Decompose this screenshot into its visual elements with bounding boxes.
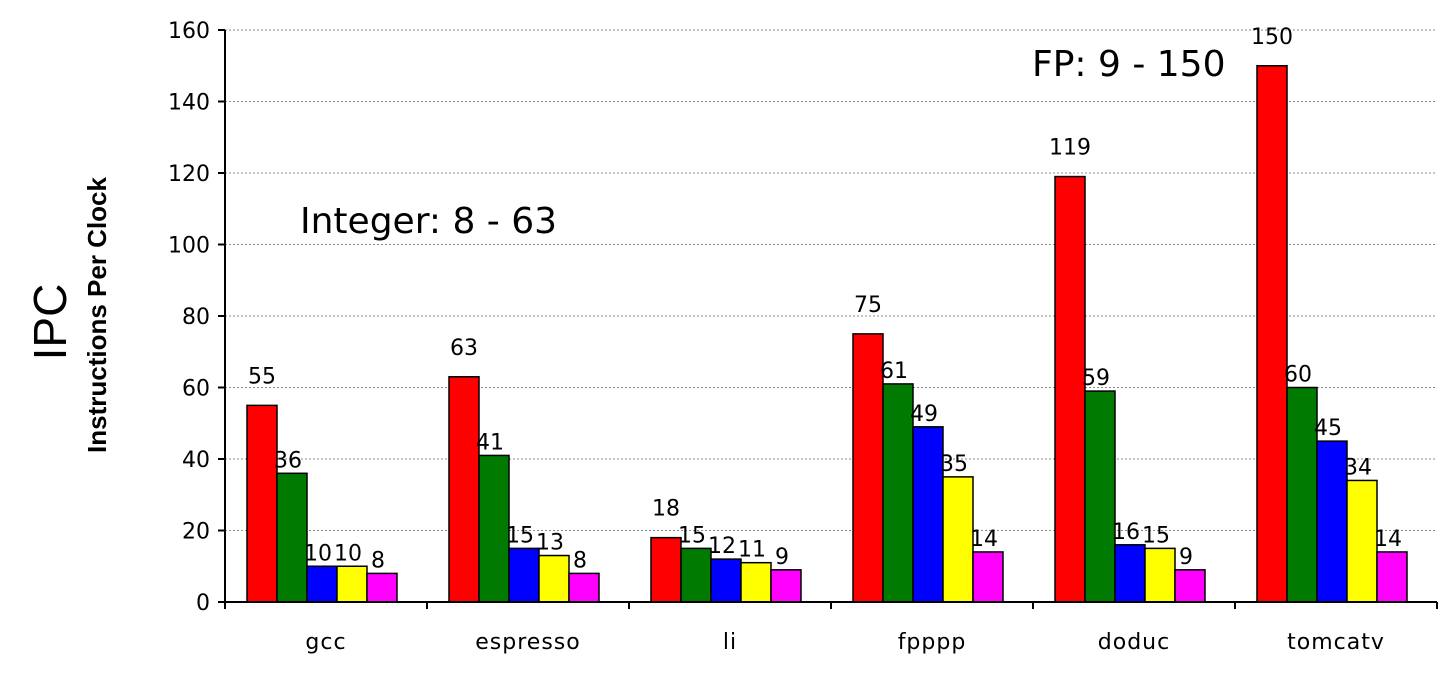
data-label: 15 bbox=[1142, 523, 1170, 548]
bar bbox=[1054, 175, 1086, 603]
data-label: 60 bbox=[1284, 363, 1312, 388]
x-category-label: tomcatv bbox=[1287, 630, 1385, 655]
bar bbox=[740, 561, 772, 603]
data-label: 16 bbox=[1112, 520, 1140, 545]
bars bbox=[246, 65, 1408, 603]
data-label: 12 bbox=[708, 534, 736, 559]
y-tick-label: 100 bbox=[168, 234, 210, 259]
data-label: 119 bbox=[1049, 136, 1091, 161]
x-category-label: espresso bbox=[475, 630, 580, 655]
gridlines bbox=[225, 29, 1437, 531]
data-label: 9 bbox=[1179, 545, 1193, 570]
bar bbox=[1346, 479, 1378, 603]
y-axis-title: IPC bbox=[24, 284, 76, 361]
bar bbox=[276, 472, 308, 603]
data-label: 49 bbox=[910, 402, 938, 427]
y-tick-label: 120 bbox=[168, 162, 210, 187]
data-label: 61 bbox=[880, 359, 908, 384]
y-tick-label: 80 bbox=[182, 305, 210, 330]
data-label: 8 bbox=[371, 548, 385, 573]
data-label: 15 bbox=[506, 523, 534, 548]
y-tick-label: 40 bbox=[182, 448, 210, 473]
bar bbox=[366, 572, 398, 603]
bar bbox=[1114, 544, 1146, 603]
bar bbox=[710, 558, 742, 603]
bar bbox=[1316, 440, 1348, 603]
x-category-label: li bbox=[723, 630, 737, 655]
data-label: 55 bbox=[248, 364, 276, 389]
bar bbox=[770, 569, 802, 603]
bar bbox=[246, 404, 278, 603]
bar bbox=[1256, 65, 1288, 603]
bar bbox=[306, 565, 338, 603]
data-label: 14 bbox=[1374, 527, 1402, 552]
data-label: 41 bbox=[476, 430, 504, 455]
y-tick-label: 140 bbox=[168, 91, 210, 116]
bar bbox=[1376, 551, 1408, 603]
bar bbox=[448, 376, 480, 603]
y-axis-subtitle: Instructions Per Clock bbox=[82, 176, 112, 452]
bar bbox=[680, 547, 712, 603]
axes bbox=[218, 29, 1438, 609]
data-label: 14 bbox=[970, 527, 998, 552]
bar bbox=[1286, 386, 1318, 603]
y-tick-label: 160 bbox=[168, 19, 210, 44]
data-label: 11 bbox=[738, 538, 766, 563]
data-label: 34 bbox=[1344, 455, 1372, 480]
bar bbox=[1084, 390, 1116, 603]
y-tick-label: 0 bbox=[196, 591, 210, 616]
data-label: 63 bbox=[450, 336, 478, 361]
data-label: 45 bbox=[1314, 416, 1342, 441]
data-label: 75 bbox=[854, 293, 882, 318]
data-label: 59 bbox=[1082, 366, 1110, 391]
x-category-label: fpppp bbox=[898, 630, 967, 655]
data-label: 35 bbox=[940, 452, 968, 477]
bar bbox=[882, 383, 914, 603]
bar bbox=[538, 554, 570, 603]
bar bbox=[650, 536, 682, 603]
data-label: 9 bbox=[775, 545, 789, 570]
data-label: 18 bbox=[652, 497, 680, 522]
y-tick-label: 60 bbox=[182, 377, 210, 402]
bar bbox=[1174, 569, 1206, 603]
annotation-fp: FP: 9 - 150 bbox=[1032, 44, 1225, 85]
bar bbox=[1144, 547, 1176, 603]
x-category-label: gcc bbox=[305, 630, 346, 655]
bar bbox=[508, 547, 540, 603]
bar bbox=[912, 426, 944, 603]
data-label: 13 bbox=[536, 531, 564, 556]
data-label: 10 bbox=[304, 541, 332, 566]
bar bbox=[568, 572, 600, 603]
data-label: 15 bbox=[678, 523, 706, 548]
bar bbox=[942, 476, 974, 603]
bar bbox=[336, 565, 368, 603]
bar bbox=[852, 333, 884, 603]
y-tick-label: 20 bbox=[182, 520, 210, 545]
x-category-label: doduc bbox=[1098, 630, 1170, 655]
bar bbox=[478, 454, 510, 603]
data-label: 36 bbox=[274, 448, 302, 473]
data-label: 8 bbox=[573, 548, 587, 573]
data-label: 10 bbox=[334, 541, 362, 566]
bar bbox=[972, 551, 1004, 603]
data-label: 150 bbox=[1251, 25, 1293, 50]
annotation-integer: Integer: 8 - 63 bbox=[300, 201, 557, 242]
